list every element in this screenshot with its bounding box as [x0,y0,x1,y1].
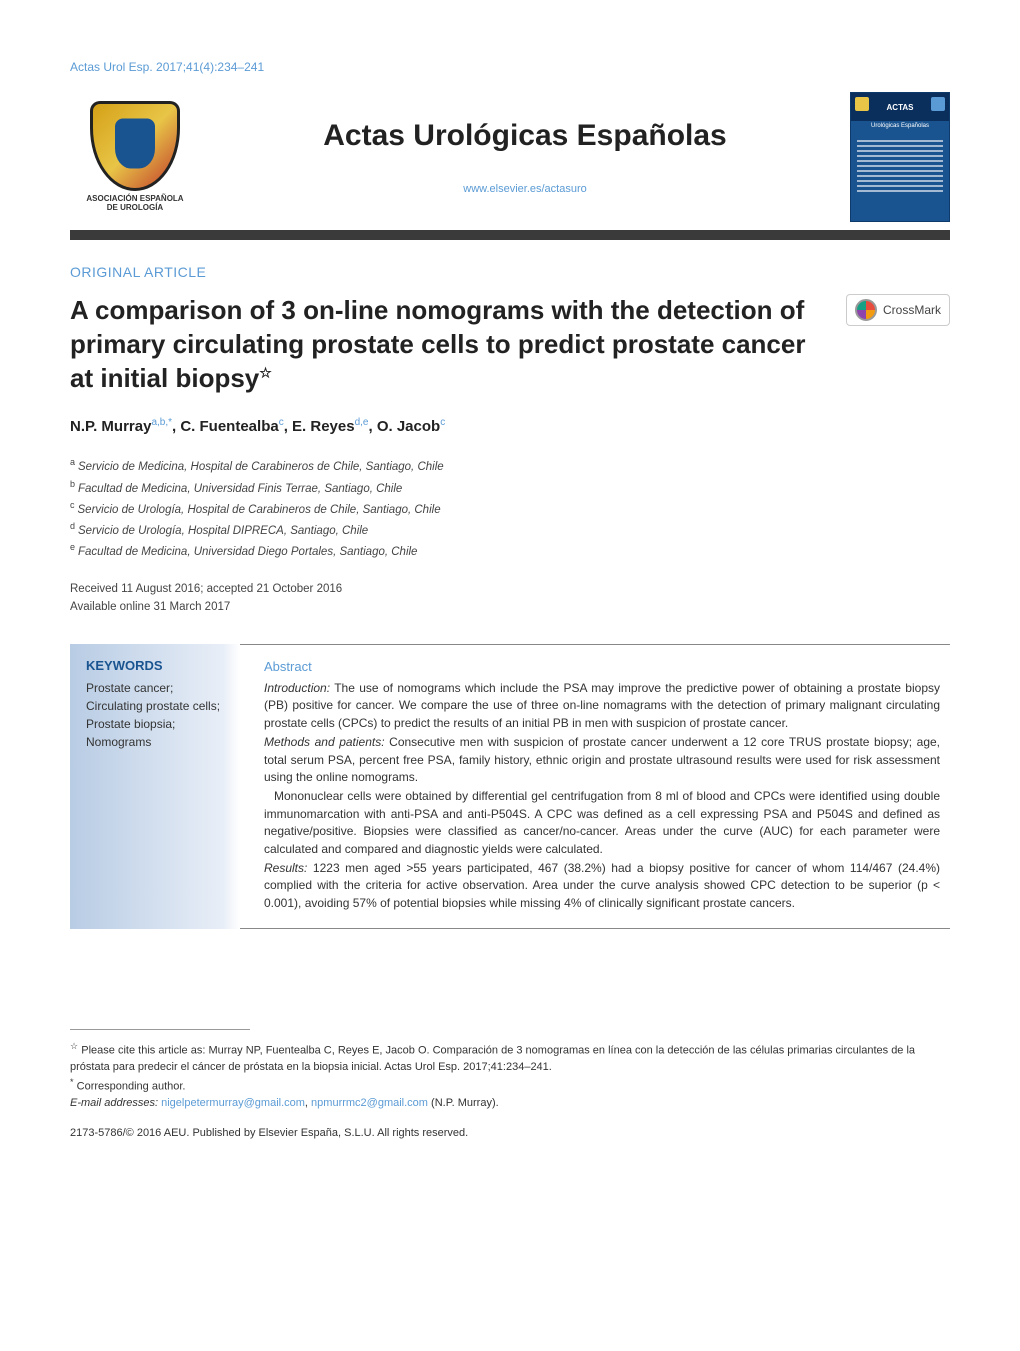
abstract-text: Introduction: The use of nomograms which… [264,680,940,912]
association-name: ASOCIACIÓN ESPAÑOLA DE UROLOGÍA [86,195,183,213]
association-logo: ASOCIACIÓN ESPAÑOLA DE UROLOGÍA [70,97,200,217]
cover-title: ACTAS [887,103,914,112]
cite-as-footnote: ☆ Please cite this article as: Murray NP… [70,1040,950,1076]
article-title: A comparison of 3 on-line nomograms with… [70,294,816,395]
abstract-column: Abstract Introduction: The use of nomogr… [240,644,950,929]
affiliations-block: aServicio de Medicina, Hospital de Carab… [70,455,950,561]
article-section-type: ORIGINAL ARTICLE [70,264,950,280]
crossmark-label: CrossMark [883,303,941,317]
journal-cover-thumbnail: ACTAS Urológicas Españolas [850,92,950,222]
author-email-link[interactable]: npmurrmc2@gmail.com [311,1097,428,1109]
abstract-heading: Abstract [264,659,940,674]
footnotes-block: ☆ Please cite this article as: Murray NP… [70,1040,950,1111]
citation-line: Actas Urol Esp. 2017;41(4):234–241 [70,60,950,74]
crossmark-icon [855,299,877,321]
abstract-container: KEYWORDS Prostate cancer;Circulating pro… [70,644,950,929]
received-accepted: Received 11 August 2016; accepted 21 Oct… [70,581,950,598]
copyright-line: 2173-5786/© 2016 AEU. Published by Elsev… [70,1127,950,1139]
cover-subtitle: Urológicas Españolas [851,121,949,131]
authors-line: N.P. Murraya,b,*, C. Fuentealbac, E. Rey… [70,417,950,435]
keywords-box: KEYWORDS Prostate cancer;Circulating pro… [70,644,240,929]
keywords-heading: KEYWORDS [86,658,226,673]
keywords-list: Prostate cancer;Circulating prostate cel… [86,679,226,751]
article-dates: Received 11 August 2016; accepted 21 Oct… [70,581,950,616]
footnote-separator [70,1029,250,1030]
available-online: Available online 31 March 2017 [70,599,950,616]
crossmark-button[interactable]: CrossMark [846,294,950,326]
journal-title: Actas Urológicas Españolas [220,119,830,153]
cover-badge-icon [931,97,945,111]
journal-header: ASOCIACIÓN ESPAÑOLA DE UROLOGÍA Actas Ur… [70,92,950,222]
footnote-star-icon: ☆ [259,364,272,380]
journal-url[interactable]: www.elsevier.es/actasuro [220,183,830,195]
cover-badge-icon [855,97,869,111]
header-rule [70,230,950,240]
shield-icon [90,101,180,191]
corresponding-author-footnote: * Corresponding author. [70,1076,950,1095]
email-footnote: E-mail addresses: nigelpetermurray@gmail… [70,1095,950,1112]
author-email-link[interactable]: nigelpetermurray@gmail.com [161,1097,305,1109]
